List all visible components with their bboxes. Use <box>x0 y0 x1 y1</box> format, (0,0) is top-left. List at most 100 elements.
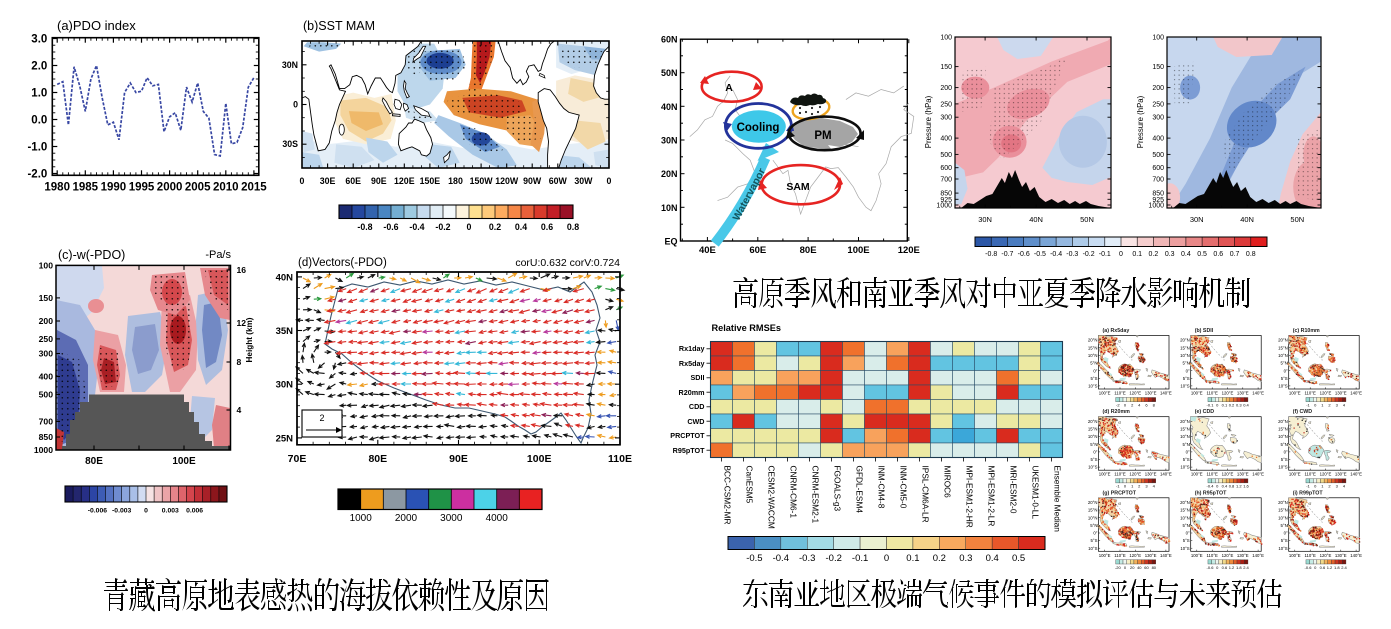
svg-text:corU:0.632 corV:0.724: corU:0.632 corV:0.724 <box>515 257 620 269</box>
svg-text:20°N: 20°N <box>1278 419 1288 424</box>
svg-text:0°: 0° <box>1284 531 1288 536</box>
svg-text:60W: 60W <box>549 176 568 186</box>
svg-text:20°N: 20°N <box>1278 500 1288 505</box>
svg-text:UKESM1-0-LL: UKESM1-0-LL <box>1031 466 1041 520</box>
svg-text:10°S: 10°S <box>1278 384 1287 389</box>
svg-text:0: 0 <box>1314 403 1317 408</box>
svg-text:-20: -20 <box>1115 565 1122 570</box>
svg-text:150: 150 <box>39 293 54 303</box>
svg-text:100°E: 100°E <box>1289 391 1301 396</box>
svg-text:850: 850 <box>39 432 54 442</box>
svg-text:130°E: 130°E <box>1237 472 1249 477</box>
svg-text:925: 925 <box>940 197 952 204</box>
svg-text:140°E: 140°E <box>1252 553 1264 558</box>
svg-text:700: 700 <box>39 416 54 426</box>
svg-text:30N: 30N <box>276 380 294 391</box>
svg-text:0.006: 0.006 <box>186 508 203 515</box>
svg-text:-0.006: -0.006 <box>88 508 107 515</box>
svg-text:15°N: 15°N <box>1278 345 1288 350</box>
svg-text:0.003: 0.003 <box>162 508 179 515</box>
svg-text:-0.1: -0.1 <box>1099 251 1111 258</box>
svg-text:1985: 1985 <box>73 182 99 194</box>
svg-text:60E: 60E <box>345 176 361 186</box>
svg-text:100E: 100E <box>172 456 196 467</box>
svg-text:8: 8 <box>237 357 242 367</box>
svg-text:700: 700 <box>940 177 952 184</box>
svg-text:130°E: 130°E <box>1145 391 1157 396</box>
svg-text:30W: 30W <box>574 176 593 186</box>
svg-text:15°N: 15°N <box>1278 508 1288 513</box>
svg-text:0.5: 0.5 <box>1197 251 1207 258</box>
svg-text:925: 925 <box>1152 197 1164 204</box>
svg-text:100°E: 100°E <box>1289 472 1301 477</box>
svg-text:30N: 30N <box>978 215 992 224</box>
svg-text:60E: 60E <box>749 245 766 256</box>
svg-text:120°E: 120°E <box>1222 553 1234 558</box>
svg-text:130°E: 130°E <box>1237 391 1249 396</box>
svg-text:0.8: 0.8 <box>1246 251 1256 258</box>
svg-text:4: 4 <box>1343 484 1346 489</box>
svg-text:15°N: 15°N <box>1278 427 1288 432</box>
svg-text:300: 300 <box>940 115 952 122</box>
svg-text:0°: 0° <box>1186 531 1190 536</box>
svg-text:R95pTOT: R95pTOT <box>673 446 705 455</box>
svg-text:-0.6: -0.6 <box>1305 565 1313 570</box>
svg-text:0.3: 0.3 <box>959 553 972 564</box>
svg-text:EQ: EQ <box>664 237 677 247</box>
svg-text:Pressure (hPa): Pressure (hPa) <box>1136 95 1145 148</box>
svg-text:250: 250 <box>39 334 54 344</box>
svg-text:1.8: 1.8 <box>1236 565 1242 570</box>
svg-text:5°S: 5°S <box>1091 538 1098 543</box>
svg-text:0.8: 0.8 <box>1229 484 1235 489</box>
svg-text:40: 40 <box>1137 565 1142 570</box>
svg-text:300: 300 <box>1152 115 1164 122</box>
svg-text:1000: 1000 <box>1148 203 1164 210</box>
svg-text:1: 1 <box>1321 484 1324 489</box>
svg-text:850: 850 <box>1152 191 1164 198</box>
svg-text:200: 200 <box>940 85 952 92</box>
svg-text:40N: 40N <box>276 272 294 283</box>
svg-text:-0.4: -0.4 <box>409 222 424 232</box>
svg-text:-0.1: -0.1 <box>1207 403 1215 408</box>
svg-text:5°N: 5°N <box>1182 523 1189 528</box>
svg-text:2.4: 2.4 <box>1341 565 1347 570</box>
svg-text:400: 400 <box>1152 136 1164 143</box>
svg-text:(d) R20mm: (d) R20mm <box>1103 409 1131 415</box>
svg-text:100°E: 100°E <box>1289 553 1301 558</box>
svg-text:0: 0 <box>1314 484 1317 489</box>
svg-text:150: 150 <box>940 64 952 71</box>
svg-text:0: 0 <box>1216 484 1219 489</box>
svg-text:1.2: 1.2 <box>1327 565 1333 570</box>
svg-text:110°E: 110°E <box>1206 553 1218 558</box>
svg-text:110°E: 110°E <box>1304 472 1316 477</box>
svg-text:PM: PM <box>814 130 831 142</box>
svg-text:1995: 1995 <box>129 182 155 194</box>
svg-text:-0.8: -0.8 <box>985 251 997 258</box>
svg-text:0: 0 <box>467 222 472 232</box>
svg-text:0.4: 0.4 <box>1181 251 1191 258</box>
svg-text:5°N: 5°N <box>1280 361 1287 366</box>
svg-text:-0.6: -0.6 <box>1018 251 1030 258</box>
svg-text:60: 60 <box>1144 565 1149 570</box>
svg-text:100°E: 100°E <box>1191 391 1203 396</box>
svg-text:20°N: 20°N <box>1088 500 1098 505</box>
svg-text:80E: 80E <box>800 245 817 256</box>
svg-text:5°S: 5°S <box>1281 538 1288 543</box>
svg-text:0.4: 0.4 <box>986 553 999 564</box>
svg-text:30E: 30E <box>320 176 336 186</box>
svg-text:0: 0 <box>1119 251 1123 258</box>
svg-text:8: 8 <box>1153 403 1156 408</box>
svg-text:200: 200 <box>39 316 54 326</box>
svg-text:2: 2 <box>1328 484 1331 489</box>
svg-text:0.4: 0.4 <box>515 222 527 232</box>
svg-text:10°S: 10°S <box>1180 546 1189 551</box>
svg-text:(b)SST MAM: (b)SST MAM <box>303 19 375 33</box>
svg-text:10N: 10N <box>661 203 678 213</box>
svg-text:-1: -1 <box>1306 484 1310 489</box>
svg-text:10°S: 10°S <box>1278 465 1287 470</box>
svg-text:12: 12 <box>237 318 247 328</box>
svg-text:16: 16 <box>237 265 247 275</box>
svg-text:30N: 30N <box>1190 215 1204 224</box>
svg-text:20°N: 20°N <box>1088 419 1098 424</box>
svg-text:0.3: 0.3 <box>1165 251 1175 258</box>
